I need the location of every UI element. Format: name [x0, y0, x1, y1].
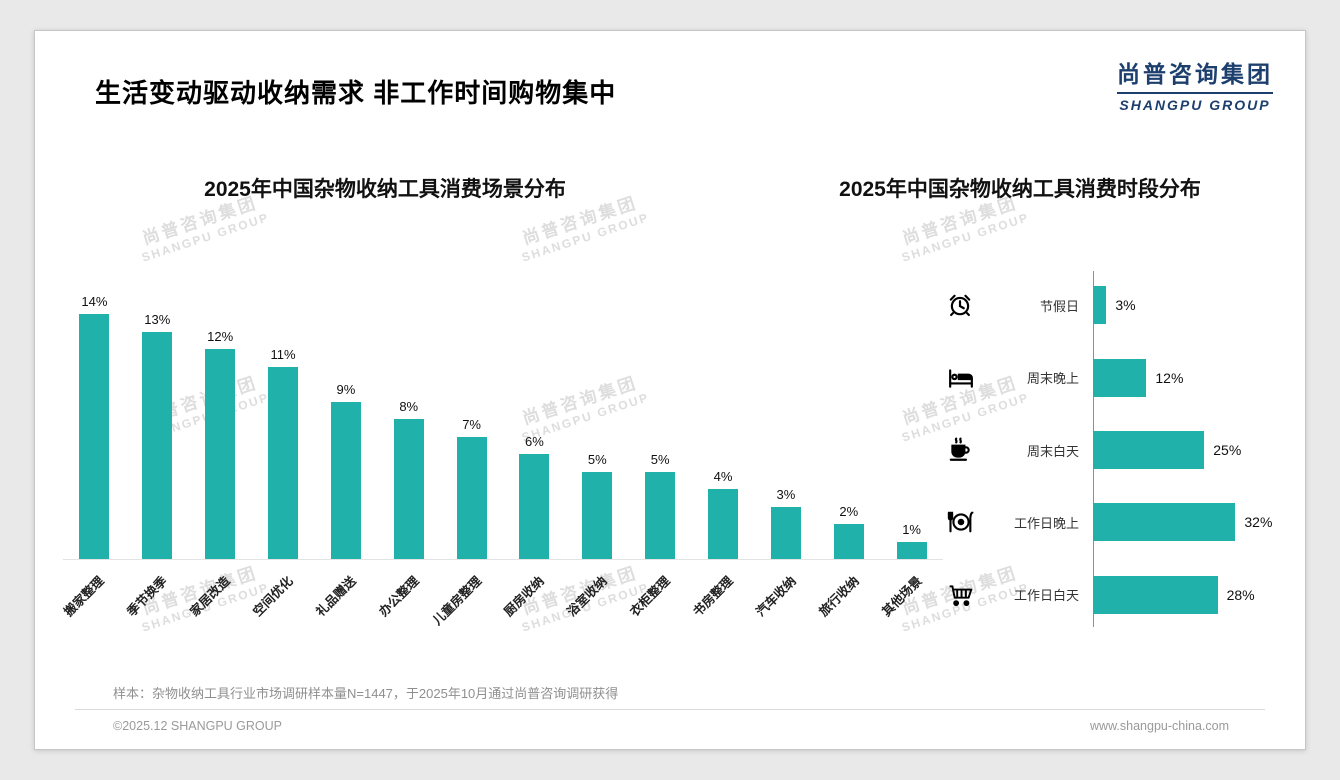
value-label: 1%: [902, 521, 921, 537]
scene-bar-group: 7% 儿童房整理: [430, 309, 503, 628]
sample-note: 样本：杂物收纳工具行业市场调研样本量N=1447，于2025年10月通过尚普咨询…: [113, 686, 619, 701]
bar: [645, 471, 676, 559]
value-label: 32%: [1244, 514, 1273, 531]
time-chart: 节假日 3% 周末晚上 12% 周末白天 25% 工作日晚上 32% 工作日白天 28%: [935, 269, 1303, 631]
bar: [393, 419, 424, 559]
value-label: 25%: [1213, 442, 1242, 459]
watermark-en: SHANGPU GROUP: [899, 210, 1032, 265]
scene-chart-title: 2025年中国杂物收纳工具消费场景分布: [204, 178, 566, 201]
scene-bar-group: 6% 厨房收纳: [502, 309, 566, 619]
company-logo: 尚普咨询集团 SHANGPU GROUP: [1117, 55, 1273, 113]
bar: [770, 506, 801, 559]
bar: [1093, 286, 1107, 325]
time-label: 周末晚上: [1026, 371, 1079, 387]
bar: [456, 436, 487, 559]
scene-bar-group: 8% 办公整理: [376, 309, 440, 619]
watermark-en: SHANGPU GROUP: [519, 210, 652, 265]
watermark-en: SHANGPU GROUP: [139, 210, 272, 265]
bar: [330, 401, 361, 559]
bar: [1093, 503, 1236, 542]
time-chart-rows: 节假日 3% 周末晚上 12% 周末白天 25% 工作日晚上 32% 工作日白天 28%: [935, 269, 1303, 631]
time-row: 工作日晚上 32%: [935, 486, 1303, 558]
value-label: 12%: [1155, 369, 1184, 386]
value-label: 7%: [462, 416, 481, 432]
scene-chart-plot: 14% 搬家整理 13% 季节换季 12% 家居改造 11% 空间优化 9% 礼品赠送 8% 办公整理…: [62, 294, 943, 628]
value-label: 13%: [144, 311, 171, 327]
bar: [205, 349, 236, 559]
bar: [519, 454, 550, 559]
value-label: 14%: [81, 294, 108, 309]
value-label: 3%: [776, 486, 796, 502]
shopping-cart-icon: [947, 582, 987, 608]
bar: [79, 314, 110, 559]
scene-bar-group: 14% 搬家整理: [62, 294, 126, 619]
bar: [833, 524, 864, 559]
website-url: www.shangpu-china.com: [1090, 719, 1229, 733]
value-label: 9%: [336, 381, 356, 397]
footer-divider: [75, 709, 1265, 710]
value-label: 4%: [713, 469, 733, 484]
value-label: 8%: [399, 399, 419, 414]
time-row: 周末晚上 12%: [935, 341, 1303, 413]
bed-icon: [947, 365, 987, 391]
bar: [582, 471, 613, 559]
slide: 尚普咨询集团 SHANGPU GROUP 尚普咨询集团 SHANGPU GROUP 尚普…: [34, 30, 1306, 750]
bar: [708, 489, 739, 559]
coffee-icon: [947, 437, 987, 463]
alarm-clock-icon: [947, 292, 987, 318]
time-row: 工作日白天 28%: [935, 559, 1303, 631]
time-row: 周末白天 25%: [935, 414, 1303, 486]
logo-english-text: SHANGPU GROUP: [1119, 97, 1271, 113]
value-label: 5%: [587, 451, 607, 467]
scene-bar-group: 3% 汽车收纳: [753, 309, 817, 619]
x-axis: [63, 559, 943, 560]
bar: [896, 541, 927, 559]
scene-bar-group: 9% 礼品赠送: [313, 309, 377, 619]
bar: [1093, 575, 1218, 614]
copyright-text: ©2025.12 SHANGPU GROUP: [113, 719, 282, 733]
value-label: 6%: [525, 434, 544, 449]
bar: [1093, 431, 1205, 470]
bar: [1093, 358, 1147, 397]
value-label: 3%: [1115, 297, 1136, 314]
time-label: 工作日白天: [1013, 588, 1079, 604]
dining-icon: [947, 508, 987, 536]
scene-bar-group: 5% 衣柜整理: [628, 309, 692, 619]
time-chart-title: 2025年中国杂物收纳工具消费时段分布: [839, 178, 1201, 201]
scene-bar-group: 11% 空间优化: [250, 309, 315, 619]
time-label: 周末白天: [1026, 443, 1079, 459]
scene-bar-group: 12% 家居改造: [188, 309, 252, 619]
time-label: 节假日: [1039, 298, 1079, 314]
bar: [142, 331, 173, 559]
page-title: 生活变动驱动收纳需求 非工作时间购物集中: [95, 78, 617, 108]
value-label: 11%: [270, 346, 296, 362]
value-label: 5%: [650, 451, 670, 467]
scene-bar-group: 13% 季节换季: [125, 309, 189, 619]
scene-bar-group: 5% 浴室收纳: [565, 309, 629, 619]
scene-bar-group: 4% 书房整理: [690, 309, 755, 619]
scene-bar-group: 2% 旅行收纳: [816, 309, 880, 619]
value-label: 12%: [207, 329, 234, 344]
scene-bar-group: 1% 其他场景: [879, 309, 943, 619]
logo-chinese-text: 尚普咨询集团: [1117, 55, 1273, 94]
bar: [268, 366, 298, 559]
value-label: 2%: [839, 504, 859, 519]
value-label: 28%: [1226, 586, 1255, 603]
time-label: 工作日晚上: [1013, 515, 1079, 531]
time-row: 节假日 3%: [935, 269, 1303, 341]
